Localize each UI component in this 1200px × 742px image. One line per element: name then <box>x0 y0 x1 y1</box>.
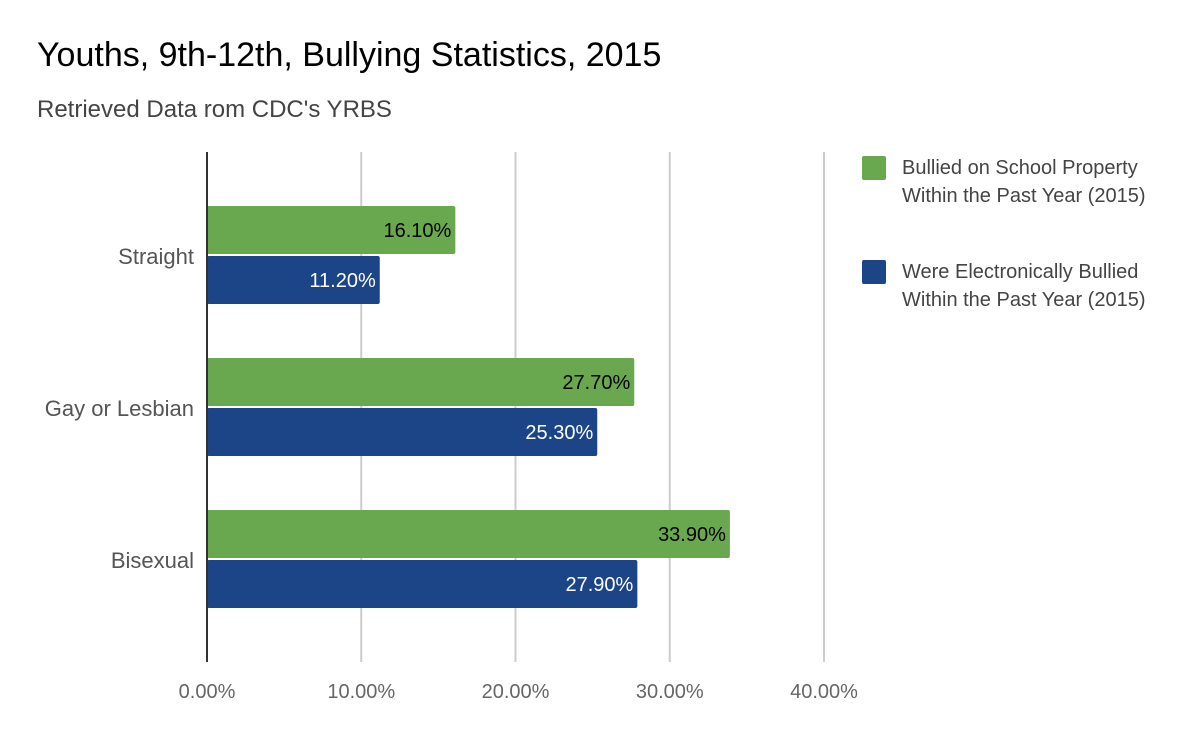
category-label: Straight <box>118 244 194 269</box>
x-tick-label: 10.00% <box>327 681 395 703</box>
bar <box>207 510 730 558</box>
bar <box>207 408 598 456</box>
bar <box>207 358 635 406</box>
legend-swatch-electronic <box>862 260 886 284</box>
legend-label-school-property: Bullied on School Property Within the Pa… <box>902 157 1146 207</box>
x-tick-label: 20.00% <box>482 681 550 703</box>
data-label: 25.30% <box>525 422 593 444</box>
data-label: 16.10% <box>383 220 451 242</box>
category-label: Bisexual <box>111 548 194 573</box>
chart-subtitle: Retrieved Data rom CDC's YRBS <box>37 96 392 123</box>
data-label: 27.70% <box>562 372 630 394</box>
chart-title: Youths, 9th-12th, Bullying Statistics, 2… <box>37 36 662 74</box>
bar <box>207 206 456 254</box>
category-label: Gay or Lesbian <box>45 396 194 421</box>
x-tick-label: 40.00% <box>790 681 858 703</box>
data-label: 11.20% <box>309 270 376 292</box>
bar <box>207 560 638 608</box>
legend-label-electronic: Were Electronically Bullied Within the P… <box>902 261 1146 311</box>
x-tick-label: 0.00% <box>179 681 236 703</box>
data-label: 33.90% <box>658 524 726 546</box>
bar <box>207 256 380 304</box>
legend-swatch-school-property <box>862 156 886 180</box>
data-label: 27.90% <box>566 574 634 596</box>
x-tick-label: 30.00% <box>636 681 704 703</box>
